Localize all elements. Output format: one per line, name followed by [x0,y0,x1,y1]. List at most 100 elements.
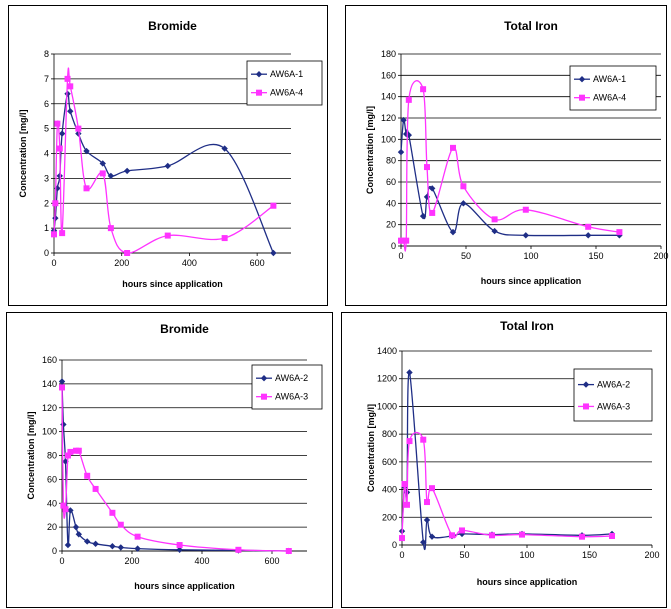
data-point [164,162,171,170]
data-point [400,116,407,124]
y-tick-label: 80 [47,451,57,461]
legend: AW6A-2 AW6A-3 [573,368,653,422]
y-tick-label: 20 [386,220,396,230]
data-point [406,369,413,376]
data-point [58,130,66,137]
data-point [616,229,623,236]
x-tick-label: 150 [588,251,603,261]
data-point [399,535,405,542]
legend-marker [582,381,590,388]
data-point [83,147,90,155]
legend-marker [261,393,267,400]
y-tick-label: 100 [42,427,57,437]
legend-marker [256,89,262,96]
x-axis-label: hours since application [477,577,578,587]
data-point [176,542,183,549]
data-point [401,481,408,488]
data-point [59,384,65,391]
data-point [99,160,106,167]
legend: AW6A-2 AW6A-3 [251,364,323,410]
data-point [60,502,67,509]
data-point [164,232,171,239]
data-point [460,200,467,207]
y-tick-label: 2 [44,198,49,208]
chart-panel-total-iron-2: Total Iron 0 200 400 600 800 1000 1200 1400 0 50 10… [341,312,667,608]
data-point [221,145,228,152]
x-tick-label: 200 [124,556,139,566]
y-tick-label: 160 [42,355,57,365]
data-point [64,541,72,549]
legend-marker [260,375,268,382]
data-point [75,130,82,137]
y-tick-label: 0 [52,546,57,556]
y-axis-label: Concentration [mg/l] [18,110,28,198]
series-aw6a-1 [397,116,623,239]
y-tick-label: 600 [382,457,397,467]
data-point [406,438,413,445]
data-point [56,145,63,152]
y-tick-label: 800 [382,429,397,439]
legend-marker [583,403,589,410]
data-point [64,452,71,459]
y-tick-label: 1400 [377,346,397,356]
data-point [64,75,71,82]
y-tick-label: 0 [392,540,397,550]
data-point [460,183,467,190]
data-point [491,227,498,235]
x-tick-label: 0 [399,550,404,560]
y-tick-label: 60 [386,177,396,187]
y-tick-label: 0 [44,248,49,258]
data-point [429,485,435,492]
y-tick-label: 40 [47,498,57,508]
data-point [489,532,495,539]
y-tick-label: 7 [44,74,49,84]
legend: AW6A-1 AW6A-4 [569,65,657,111]
y-tick-label: 60 [47,474,57,484]
y-tick-label: 40 [386,198,396,208]
series-aw6a-4 [51,67,277,256]
y-tick-label: 1 [44,223,49,233]
data-point [117,544,124,551]
data-point [83,185,90,192]
chart-svg: Bromide 0 1 2 3 4 5 6 7 8 0 200 400 600 hours since ap… [18,19,323,289]
data-point [458,530,466,538]
data-point [423,516,431,524]
data-point [420,86,427,93]
y-tick-label: 5 [44,124,49,134]
legend-box [251,364,323,410]
data-point [60,421,67,428]
data-point [403,237,410,244]
series-aw6a-3 [59,384,292,554]
legend-box [246,60,323,106]
y-tick-label: 6 [44,99,49,109]
x-tick-label: 100 [519,550,534,560]
chart-svg: Total Iron 0 20 40 60 80 100 120 140 160 180 0 50 100… [365,19,669,286]
y-tick-label: 1200 [377,374,397,384]
data-point [54,120,61,127]
x-tick-label: 200 [653,251,668,261]
y-tick-label: 140 [42,379,57,389]
x-axis-label: hours since application [481,276,582,286]
data-point [84,538,91,545]
y-tick-label: 4 [44,149,49,159]
legend-label: AW6A-1 [270,69,303,79]
chart-title: Total Iron [500,319,554,333]
x-tick-label: 50 [459,550,469,560]
data-point [429,185,436,192]
data-point [449,532,455,539]
legend-label: AW6A-3 [275,392,308,402]
x-tick-label: 0 [398,251,403,261]
data-point [92,540,99,548]
data-point [67,108,74,115]
data-point [67,448,74,455]
y-tick-label: 120 [42,403,57,413]
x-tick-label: 0 [51,258,56,268]
y-axis-label: Concentration [mg/l] [366,404,376,492]
x-axis-label: hours since application [134,581,235,591]
legend-marker [578,76,586,83]
x-tick-label: 600 [250,258,265,268]
data-point [579,533,585,540]
data-point [59,230,66,237]
data-point [124,250,131,256]
data-point [62,506,69,513]
